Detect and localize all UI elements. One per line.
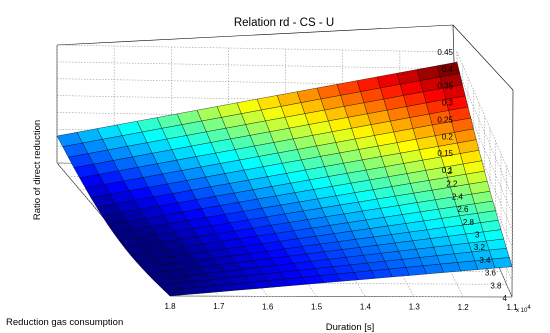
grid-line-y [169, 295, 513, 298]
surface-patch [422, 263, 444, 275]
z-tick-label: 0.2 [442, 132, 454, 141]
y-tick-label: 2.2 [446, 180, 458, 189]
x-tick-label: 1.8 [164, 302, 176, 311]
y-tick-label: 2 [448, 167, 453, 176]
grid-line-z-side [456, 68, 513, 196]
z-tick-label: 0.25 [437, 115, 453, 124]
grid-line-z-side [456, 51, 513, 180]
y-tick-label: 3.2 [474, 243, 486, 252]
y-tick-label: 3.8 [490, 281, 502, 290]
y-tick-label: 3.4 [479, 256, 491, 265]
x-multiplier: x 104 [516, 305, 531, 314]
tick-labels: 0.1 0.15 0.2 0.25 0.3 0.35 0.4 0.45 2 2.2 2.4 2.6 2.… [164, 48, 518, 312]
y-tick-label: 2.4 [452, 192, 464, 201]
y-tick-label: 3 [475, 231, 480, 240]
axis-edge [56, 24, 454, 46]
surface-patch [485, 238, 507, 251]
z-tick-label: 0.1 [442, 166, 454, 175]
axis-edge [452, 24, 514, 91]
surface-patch [488, 248, 510, 260]
surface-patch [454, 251, 476, 263]
x-tick-label: 1.2 [458, 303, 470, 312]
surface-patch [457, 260, 479, 272]
x-tick-label: 1.5 [311, 302, 323, 311]
surface-patch [436, 253, 458, 265]
grid-line-z [56, 44, 458, 53]
y-tick-label: 2.6 [457, 205, 469, 214]
x-tick-label: 1.6 [262, 302, 274, 311]
z-axis-label: Ratio of direct reduction [32, 120, 43, 220]
x-tick-label: 1.1 [506, 303, 518, 312]
grid-line-z-side [456, 85, 513, 213]
z-tick-label: 0.45 [437, 48, 453, 57]
x-tick-label: 1.4 [360, 303, 372, 312]
z-tick-label: 0.15 [437, 149, 453, 158]
grid-line-z-side [456, 102, 513, 230]
y-tick-label: 2.8 [463, 218, 475, 227]
z-tick-label: 0.4 [442, 65, 454, 74]
x-axis-label: Duration [s] [326, 322, 375, 333]
surface-patch [491, 257, 513, 269]
y-axis-label: Reduction gas consumption [6, 317, 123, 328]
z-tick-label: 0.35 [437, 82, 453, 91]
x-tick-label: 1.7 [213, 302, 225, 311]
y-tick-label: 3.6 [485, 269, 497, 278]
z-tick-label: 0.3 [442, 99, 454, 108]
x-tick-label: 1.3 [409, 303, 421, 312]
surface-patch [163, 288, 188, 297]
chart-title: Relation rd - CS - U [234, 17, 334, 29]
surface-patches [56, 61, 513, 297]
grid-line-y [158, 282, 507, 285]
surface-patch [440, 262, 461, 273]
y-tick-label: 4 [503, 294, 508, 303]
grid-line-z [56, 61, 458, 70]
